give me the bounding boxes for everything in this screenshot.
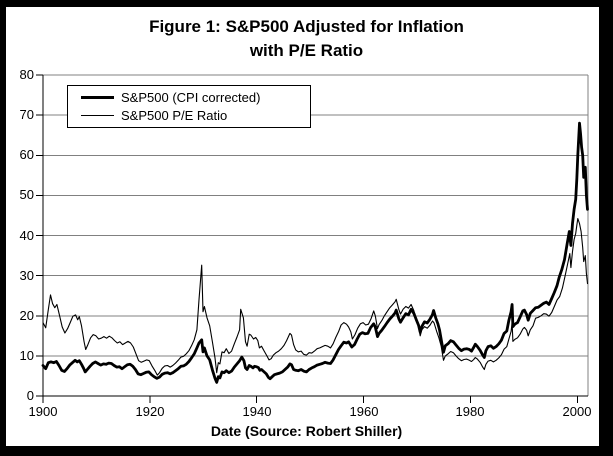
x-axis-title: Date (Source: Robert Shiller): [210, 423, 403, 439]
series-line-sp500-cpi: [41, 121, 589, 384]
y-tick-label: 60: [19, 147, 34, 162]
chart-title-line1: Figure 1: S&P500 Adjusted for Inflation: [149, 17, 464, 36]
y-tick-label: 50: [19, 187, 34, 202]
y-tick-label: 70: [19, 107, 34, 122]
y-tick-label: 40: [19, 228, 34, 243]
legend-item-sp500-cpi: S&P500 (CPI corrected): [81, 90, 310, 105]
x-tick-label: 1900: [28, 404, 58, 419]
y-tick-label: 0: [26, 388, 34, 403]
chart-title: Figure 1: S&P500 Adjusted for Inflation …: [0, 15, 613, 63]
x-tick-label: 1960: [349, 404, 379, 419]
x-tick-label: 1980: [455, 404, 485, 419]
legend-item-pe-ratio: S&P500 P/E Ratio: [81, 108, 310, 123]
thin-line-swatch: [81, 115, 114, 117]
y-tick-label: 20: [19, 308, 34, 323]
y-tick-label: 10: [19, 348, 34, 363]
legend-label: S&P500 (CPI corrected): [121, 89, 261, 105]
series-line-pe-ratio: [42, 218, 589, 376]
thick-line-swatch: [81, 95, 114, 99]
legend: S&P500 (CPI corrected) S&P500 P/E Ratio: [67, 85, 311, 128]
x-tick-label: 1940: [242, 404, 272, 419]
y-tick-label: 80: [19, 67, 34, 82]
y-tick-label: 30: [19, 268, 34, 283]
x-tick-label: 2000: [562, 404, 592, 419]
legend-label: S&P500 P/E Ratio: [121, 108, 228, 124]
chart-title-line2: with P/E Ratio: [249, 41, 364, 60]
x-tick-label: 1920: [135, 404, 165, 419]
